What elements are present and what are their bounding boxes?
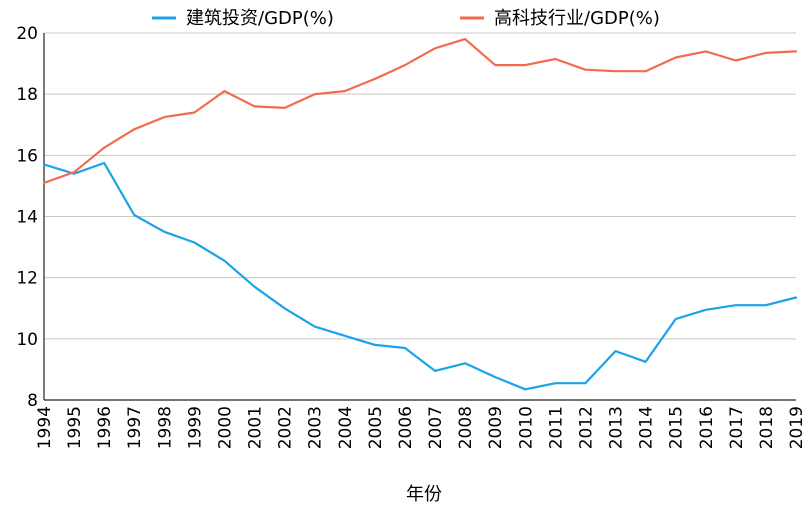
- x-tick-label-2007: 2007: [426, 406, 446, 449]
- series-lines: [42, 37, 798, 391]
- x-tick-label-1995: 1995: [65, 406, 85, 449]
- x-tick-label-2016: 2016: [697, 406, 717, 449]
- x-tick-label-1994: 1994: [35, 406, 55, 449]
- x-tick-label-2010: 2010: [516, 406, 536, 449]
- x-tick-label-1997: 1997: [125, 406, 145, 449]
- series-line-1: [42, 37, 798, 184]
- x-tick-label-2000: 2000: [215, 406, 235, 449]
- x-tick-label-2014: 2014: [637, 406, 657, 449]
- x-tick-label-1998: 1998: [155, 406, 175, 449]
- x-tick-label-2003: 2003: [306, 406, 326, 449]
- legend: 建筑投资/GDP(%) 高科技行业/GDP(%): [152, 8, 660, 29]
- x-tick-label-2002: 2002: [276, 406, 296, 449]
- series-line-0: [42, 161, 798, 391]
- y-tick-label-18: 18: [16, 85, 38, 105]
- axes: [43, 33, 796, 401]
- x-axis-title: 年份: [406, 484, 442, 505]
- y-tick-label-8: 8: [27, 391, 38, 411]
- y-tick-label-14: 14: [16, 208, 38, 228]
- x-tick-label-2006: 2006: [396, 406, 416, 449]
- x-tick-label-2012: 2012: [576, 406, 596, 449]
- x-tick-label-2001: 2001: [246, 406, 266, 449]
- y-tick-label-20: 20: [16, 24, 38, 44]
- x-tick-labels: 1994 1995 1996 1997 1998 1999 2000 2001 2002 2003…: [35, 406, 807, 449]
- y-tick-labels: 8 10 12 14 16 18 20: [16, 24, 38, 411]
- y-tick-label-10: 10: [16, 330, 38, 350]
- x-tick-label-2004: 2004: [336, 406, 356, 449]
- x-tick-label-1996: 1996: [95, 406, 115, 449]
- x-tick-label-2013: 2013: [607, 406, 627, 449]
- x-tick-label-2009: 2009: [486, 406, 506, 449]
- legend-label-construction: 建筑投资/GDP(%): [186, 8, 334, 29]
- x-tick-label-2015: 2015: [667, 406, 687, 449]
- grid-lines: [44, 32, 796, 340]
- legend-label-hightech: 高科技行业/GDP(%): [494, 8, 660, 29]
- x-tick-label-2008: 2008: [456, 406, 476, 449]
- x-tick-label-2018: 2018: [757, 406, 777, 449]
- x-tick-label-2005: 2005: [366, 406, 386, 449]
- x-tick-label-2017: 2017: [727, 406, 747, 449]
- y-tick-label-16: 16: [16, 146, 38, 166]
- x-tick-label-1999: 1999: [185, 406, 205, 449]
- y-tick-label-12: 12: [16, 269, 38, 289]
- x-tick-label-2019: 2019: [787, 406, 807, 449]
- x-tick-label-2011: 2011: [546, 406, 566, 449]
